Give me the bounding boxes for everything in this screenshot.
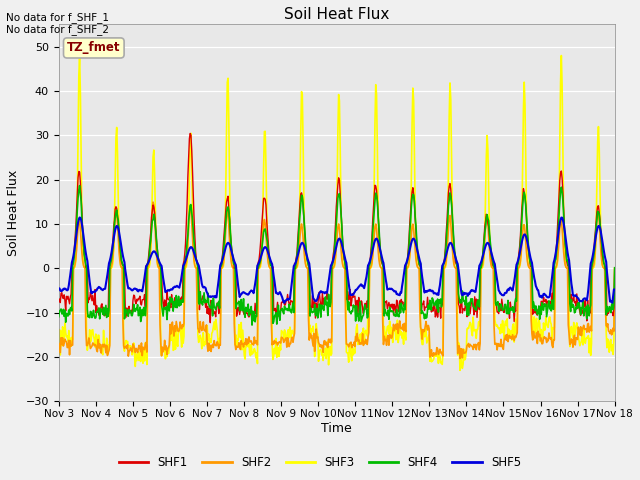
SHF5 — [422, 288, 430, 294]
SHF5 — [55, 286, 63, 291]
SHF2 — [179, 324, 187, 330]
SHF4 — [611, 265, 618, 271]
SHF1 — [55, 299, 63, 304]
SHF3 — [65, 328, 72, 334]
SHF1 — [611, 265, 618, 271]
SHF5 — [179, 263, 187, 268]
SHF1 — [122, 314, 130, 320]
SHF2 — [456, 356, 464, 361]
SHF3 — [611, 265, 618, 271]
Legend: SHF1, SHF2, SHF3, SHF4, SHF5: SHF1, SHF2, SHF3, SHF4, SHF5 — [114, 452, 526, 474]
SHF4 — [76, 183, 83, 189]
SHF2 — [55, 342, 63, 348]
SHF2 — [405, 260, 413, 265]
SHF3 — [557, 53, 565, 59]
SHF5 — [406, 247, 413, 252]
SHF5 — [65, 283, 72, 288]
Line: SHF4: SHF4 — [59, 186, 614, 325]
SHF2 — [209, 341, 216, 347]
SHF3 — [404, 265, 412, 271]
Text: TZ_fmet: TZ_fmet — [67, 41, 120, 54]
SHF3 — [122, 337, 130, 343]
Line: SHF3: SHF3 — [59, 56, 614, 371]
SHF1 — [186, 131, 194, 136]
SHF2 — [65, 337, 72, 343]
SHF5 — [123, 276, 131, 282]
SHF2 — [122, 343, 130, 349]
SHF4 — [65, 307, 72, 313]
SHF1 — [209, 308, 217, 313]
SHF3 — [420, 334, 428, 339]
SHF1 — [422, 304, 430, 310]
SHF3 — [55, 332, 63, 338]
SHF1 — [179, 298, 186, 303]
SHF5 — [76, 215, 83, 220]
Line: SHF2: SHF2 — [59, 202, 614, 359]
SHF5 — [209, 293, 216, 299]
SHF3 — [208, 330, 216, 336]
SHF1 — [65, 297, 72, 303]
SHF5 — [611, 287, 618, 292]
SHF1 — [406, 220, 413, 226]
SHF2 — [149, 199, 157, 205]
SHF3 — [456, 368, 464, 373]
SHF4 — [248, 322, 256, 328]
Title: Soil Heat Flux: Soil Heat Flux — [284, 7, 389, 22]
X-axis label: Time: Time — [321, 421, 352, 435]
Text: No data for f_SHF_1
No data for f_SHF_2: No data for f_SHF_1 No data for f_SHF_2 — [6, 12, 109, 36]
SHF4 — [123, 307, 131, 312]
SHF4 — [209, 313, 216, 319]
SHF1 — [207, 320, 214, 325]
SHF2 — [611, 265, 618, 271]
Line: SHF1: SHF1 — [59, 133, 614, 323]
SHF4 — [406, 228, 413, 233]
Y-axis label: Soil Heat Flux: Soil Heat Flux — [7, 170, 20, 256]
SHF4 — [422, 315, 430, 321]
SHF5 — [281, 300, 289, 306]
SHF4 — [179, 299, 187, 305]
SHF4 — [55, 314, 63, 320]
Line: SHF5: SHF5 — [59, 217, 614, 303]
SHF2 — [421, 324, 429, 329]
SHF3 — [179, 326, 186, 332]
